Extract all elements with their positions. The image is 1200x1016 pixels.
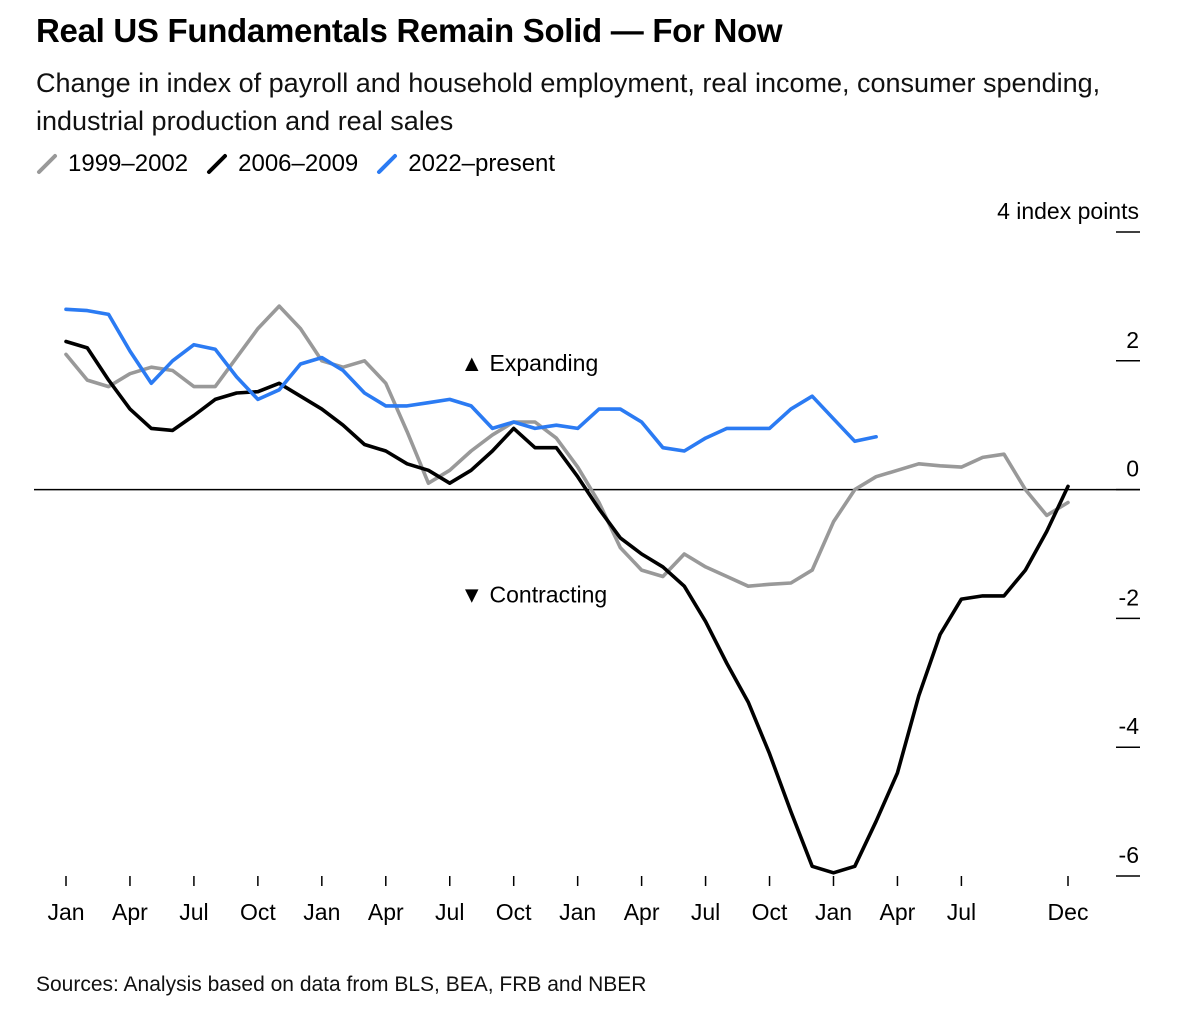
legend-swatch-2006-2009	[207, 154, 228, 174]
annotation-label: ▲ Expanding	[460, 350, 598, 376]
series-line-2022-present	[64, 307, 878, 453]
legend-label-2006-2009: 2006–2009	[238, 150, 359, 177]
x-tick-label: Apr	[624, 899, 660, 925]
y-tick-label: -6	[1119, 842, 1139, 868]
legend: 1999–2002 2006–2009 2022–present	[36, 150, 573, 178]
legend-label-1999-2002: 1999–2002	[68, 150, 189, 177]
legend-item-2022-present: 2022–present	[376, 150, 555, 178]
x-tick-label: Jul	[179, 899, 208, 925]
x-tick-label: Oct	[240, 899, 276, 925]
series-line-1999-2002	[64, 304, 1070, 588]
y-tick-label: 4 index points	[997, 198, 1139, 224]
x-tick-label: Jan	[47, 899, 84, 925]
x-tick-label: Oct	[752, 899, 788, 925]
series-line-2006-2009	[64, 339, 1070, 875]
annotation-label: ▼ Contracting	[460, 582, 607, 608]
legend-item-1999-2002: 1999–2002	[36, 150, 188, 178]
x-tick-label: Dec	[1048, 899, 1089, 925]
x-tick-label: Jul	[435, 899, 464, 925]
legend-item-2006-2009: 2006–2009	[206, 150, 358, 178]
x-tick-label: Apr	[368, 899, 404, 925]
legend-label-2022-present: 2022–present	[408, 150, 556, 177]
chart-subtitle: Change in index of payroll and household…	[36, 68, 1101, 136]
x-tick-label: Jan	[559, 899, 596, 925]
x-tick-label: Jul	[947, 899, 976, 925]
x-tick-label: Jan	[303, 899, 340, 925]
y-tick-label: 0	[1126, 456, 1139, 482]
legend-swatch-1999-2002	[37, 154, 57, 174]
source-note: Sources: Analysis based on data from BLS…	[36, 973, 647, 996]
y-tick-label: 2	[1126, 327, 1139, 353]
x-tick-label: Apr	[112, 899, 148, 925]
y-tick-label: -4	[1119, 713, 1140, 739]
x-tick-label: Jul	[691, 899, 720, 925]
chart-title: Real US Fundamentals Remain Solid — For …	[36, 12, 783, 49]
x-tick-label: Jan	[815, 899, 852, 925]
legend-swatch-2022-present	[377, 154, 398, 174]
x-tick-label: Oct	[496, 899, 532, 925]
x-tick-label: Apr	[880, 899, 916, 925]
y-tick-label: -2	[1119, 584, 1139, 610]
